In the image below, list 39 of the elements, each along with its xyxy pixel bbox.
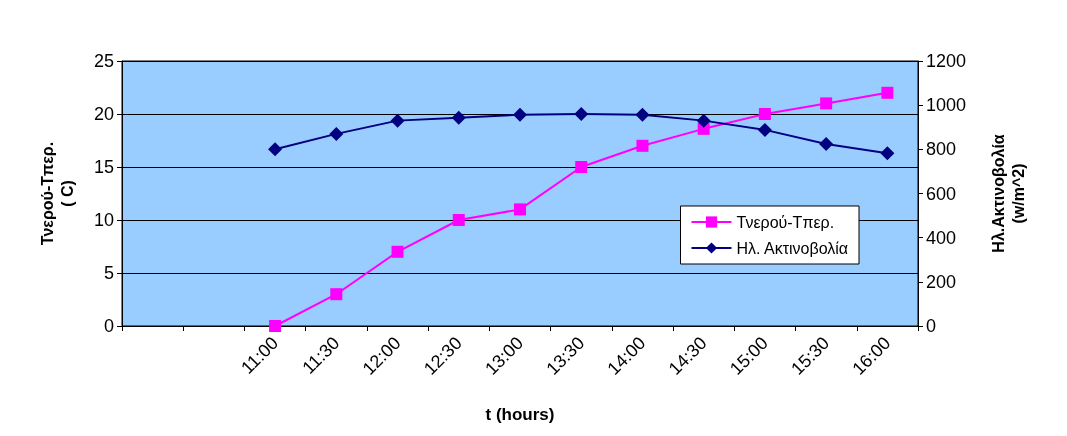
y-tick-label: 20 — [93, 104, 114, 124]
x-axis-title: t (hours) — [485, 405, 555, 424]
point — [268, 142, 283, 157]
legend-label: Ηλ. Ακτινοβολία — [736, 239, 849, 257]
point — [819, 137, 834, 152]
y-tick-label: 15 — [93, 157, 114, 177]
point — [451, 110, 466, 125]
point — [757, 122, 772, 137]
legend-label: Τνερού-Τπερ. — [736, 213, 835, 231]
point — [329, 126, 344, 141]
y2-tick-label: 1200 — [926, 51, 967, 71]
y2-tick-label: 600 — [926, 183, 957, 204]
point — [696, 113, 711, 128]
y-tick-label: 5 — [103, 263, 114, 283]
point — [881, 86, 894, 99]
y2-axis-title: Ηλ.Ακτινοβολία (w/m^2) — [989, 134, 1027, 253]
y2-tick-label: 800 — [926, 139, 957, 160]
y-tick-label: 0 — [103, 316, 114, 336]
point — [575, 161, 588, 173]
point — [390, 113, 405, 128]
y2-tick-label: 200 — [926, 271, 957, 292]
y2-tick-label: 400 — [926, 227, 957, 248]
y-tick-label: 25 — [93, 51, 114, 71]
point — [635, 107, 650, 122]
point — [269, 320, 282, 332]
y2-tick-label: 0 — [926, 316, 937, 336]
point — [880, 146, 895, 161]
point — [513, 107, 527, 122]
point — [452, 214, 465, 226]
point — [758, 108, 771, 120]
point — [330, 288, 343, 301]
point — [820, 97, 833, 110]
point — [574, 107, 589, 121]
y-tick-label: 10 — [93, 210, 114, 230]
point — [636, 139, 649, 152]
y-axis-title: Τνερού-Τπερ. ( C) — [38, 141, 76, 246]
point — [391, 245, 404, 258]
point — [514, 203, 526, 216]
y2-tick-label: 1000 — [926, 95, 967, 116]
